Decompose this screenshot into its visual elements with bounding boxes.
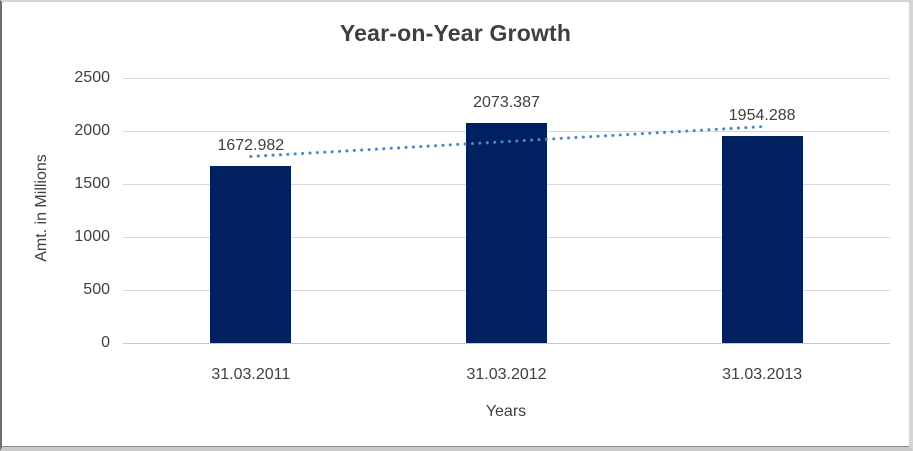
y-tick-label: 2500 xyxy=(74,69,110,86)
y-tick-label: 2000 xyxy=(74,122,110,139)
bar-31.03.2013 xyxy=(721,135,803,343)
x-axis-title: Years xyxy=(485,403,527,420)
bar-value-label: 2073.387 xyxy=(473,94,540,112)
x-tick-label: 31.03.2013 xyxy=(722,366,803,383)
x-axis-line xyxy=(123,343,890,344)
x-tick-label: 31.03.2012 xyxy=(466,366,547,383)
y-tick-label: 500 xyxy=(83,281,110,298)
y-tick-label: 1000 xyxy=(74,228,110,245)
bar-value-label: 1954.288 xyxy=(728,106,796,124)
gridline xyxy=(123,78,890,79)
bar-31.03.2012 xyxy=(466,123,547,343)
y-tick-label: 0 xyxy=(101,334,110,351)
y-tick-label: 1500 xyxy=(74,175,110,192)
chart-title: Year-on-Year Growth xyxy=(339,20,572,46)
x-tick-label: 31.03.2011 xyxy=(211,366,291,383)
bar-value-label: 1672.982 xyxy=(217,136,285,154)
bar-31.03.2011 xyxy=(210,165,292,343)
